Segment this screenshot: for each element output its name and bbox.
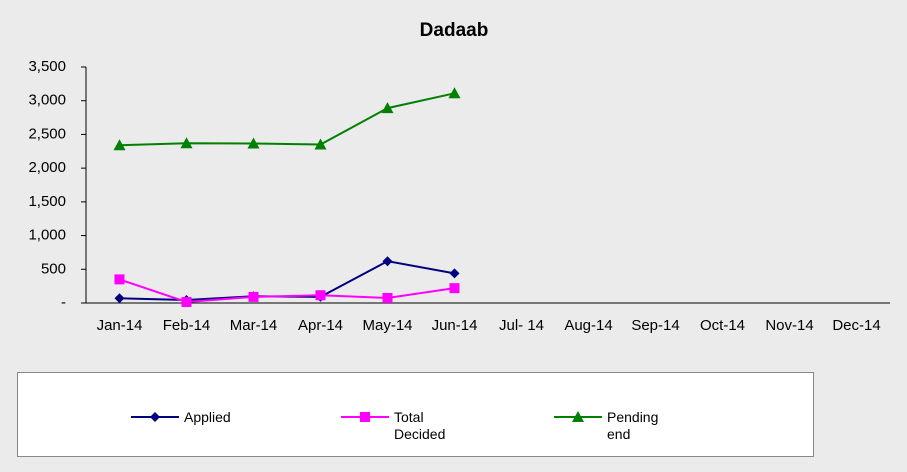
x-tick-label: Jul- 14 xyxy=(499,317,544,334)
y-tick-label: 2,000 xyxy=(28,159,66,176)
marker xyxy=(180,137,193,149)
legend-label: Applied xyxy=(184,409,231,425)
x-tick-label: Oct-14 xyxy=(700,317,745,334)
marker xyxy=(572,411,584,422)
marker xyxy=(315,290,326,301)
series-line xyxy=(119,92,455,147)
marker xyxy=(381,102,394,114)
chart-title: Dadaab xyxy=(420,20,489,41)
x-tick-label: Mar-14 xyxy=(230,317,278,334)
legend-swatch xyxy=(341,412,389,422)
y-tick-label: 500 xyxy=(41,260,66,277)
x-tick-label: Aug-14 xyxy=(564,317,612,334)
marker xyxy=(448,87,461,99)
marker xyxy=(114,293,125,304)
legend-label: Pending end xyxy=(607,409,659,442)
y-tick-label: 3,500 xyxy=(28,58,66,75)
marker xyxy=(247,137,260,149)
series-line xyxy=(119,260,455,301)
x-tick-label: May-14 xyxy=(362,317,412,334)
x-tick-label: Dec-14 xyxy=(832,317,880,334)
legend-entry: Pending end xyxy=(554,409,677,443)
marker xyxy=(382,256,393,267)
series-line xyxy=(119,278,455,304)
marker xyxy=(449,283,460,294)
marker xyxy=(382,292,393,303)
marker xyxy=(114,274,125,285)
legend-swatch xyxy=(131,412,179,422)
legend: Applied Total Decided Pending end xyxy=(17,372,814,457)
y-tick-label: 3,000 xyxy=(28,92,66,109)
marker xyxy=(360,412,370,422)
y-tick-label: - xyxy=(61,294,66,311)
x-tick-label: Jan-14 xyxy=(97,317,143,334)
y-tick-label: 1,500 xyxy=(28,193,66,210)
x-tick-label: Jun-14 xyxy=(432,317,478,334)
marker xyxy=(181,296,192,307)
legend-label: Total Decided xyxy=(394,409,446,442)
marker xyxy=(248,291,259,302)
x-tick-label: Sep-14 xyxy=(631,317,679,334)
y-tick-label: 1,000 xyxy=(28,227,66,244)
legend-entry: Total Decided xyxy=(341,409,464,443)
marker xyxy=(314,138,327,150)
legend-swatch xyxy=(554,411,602,422)
x-tick-label: Nov-14 xyxy=(765,317,813,334)
marker xyxy=(150,412,160,422)
marker xyxy=(449,268,460,279)
legend-entry: Applied xyxy=(131,409,231,426)
y-tick-label: 2,500 xyxy=(28,125,66,142)
x-tick-label: Apr-14 xyxy=(298,317,343,334)
x-tick-label: Feb-14 xyxy=(163,317,211,334)
marker xyxy=(113,139,126,151)
